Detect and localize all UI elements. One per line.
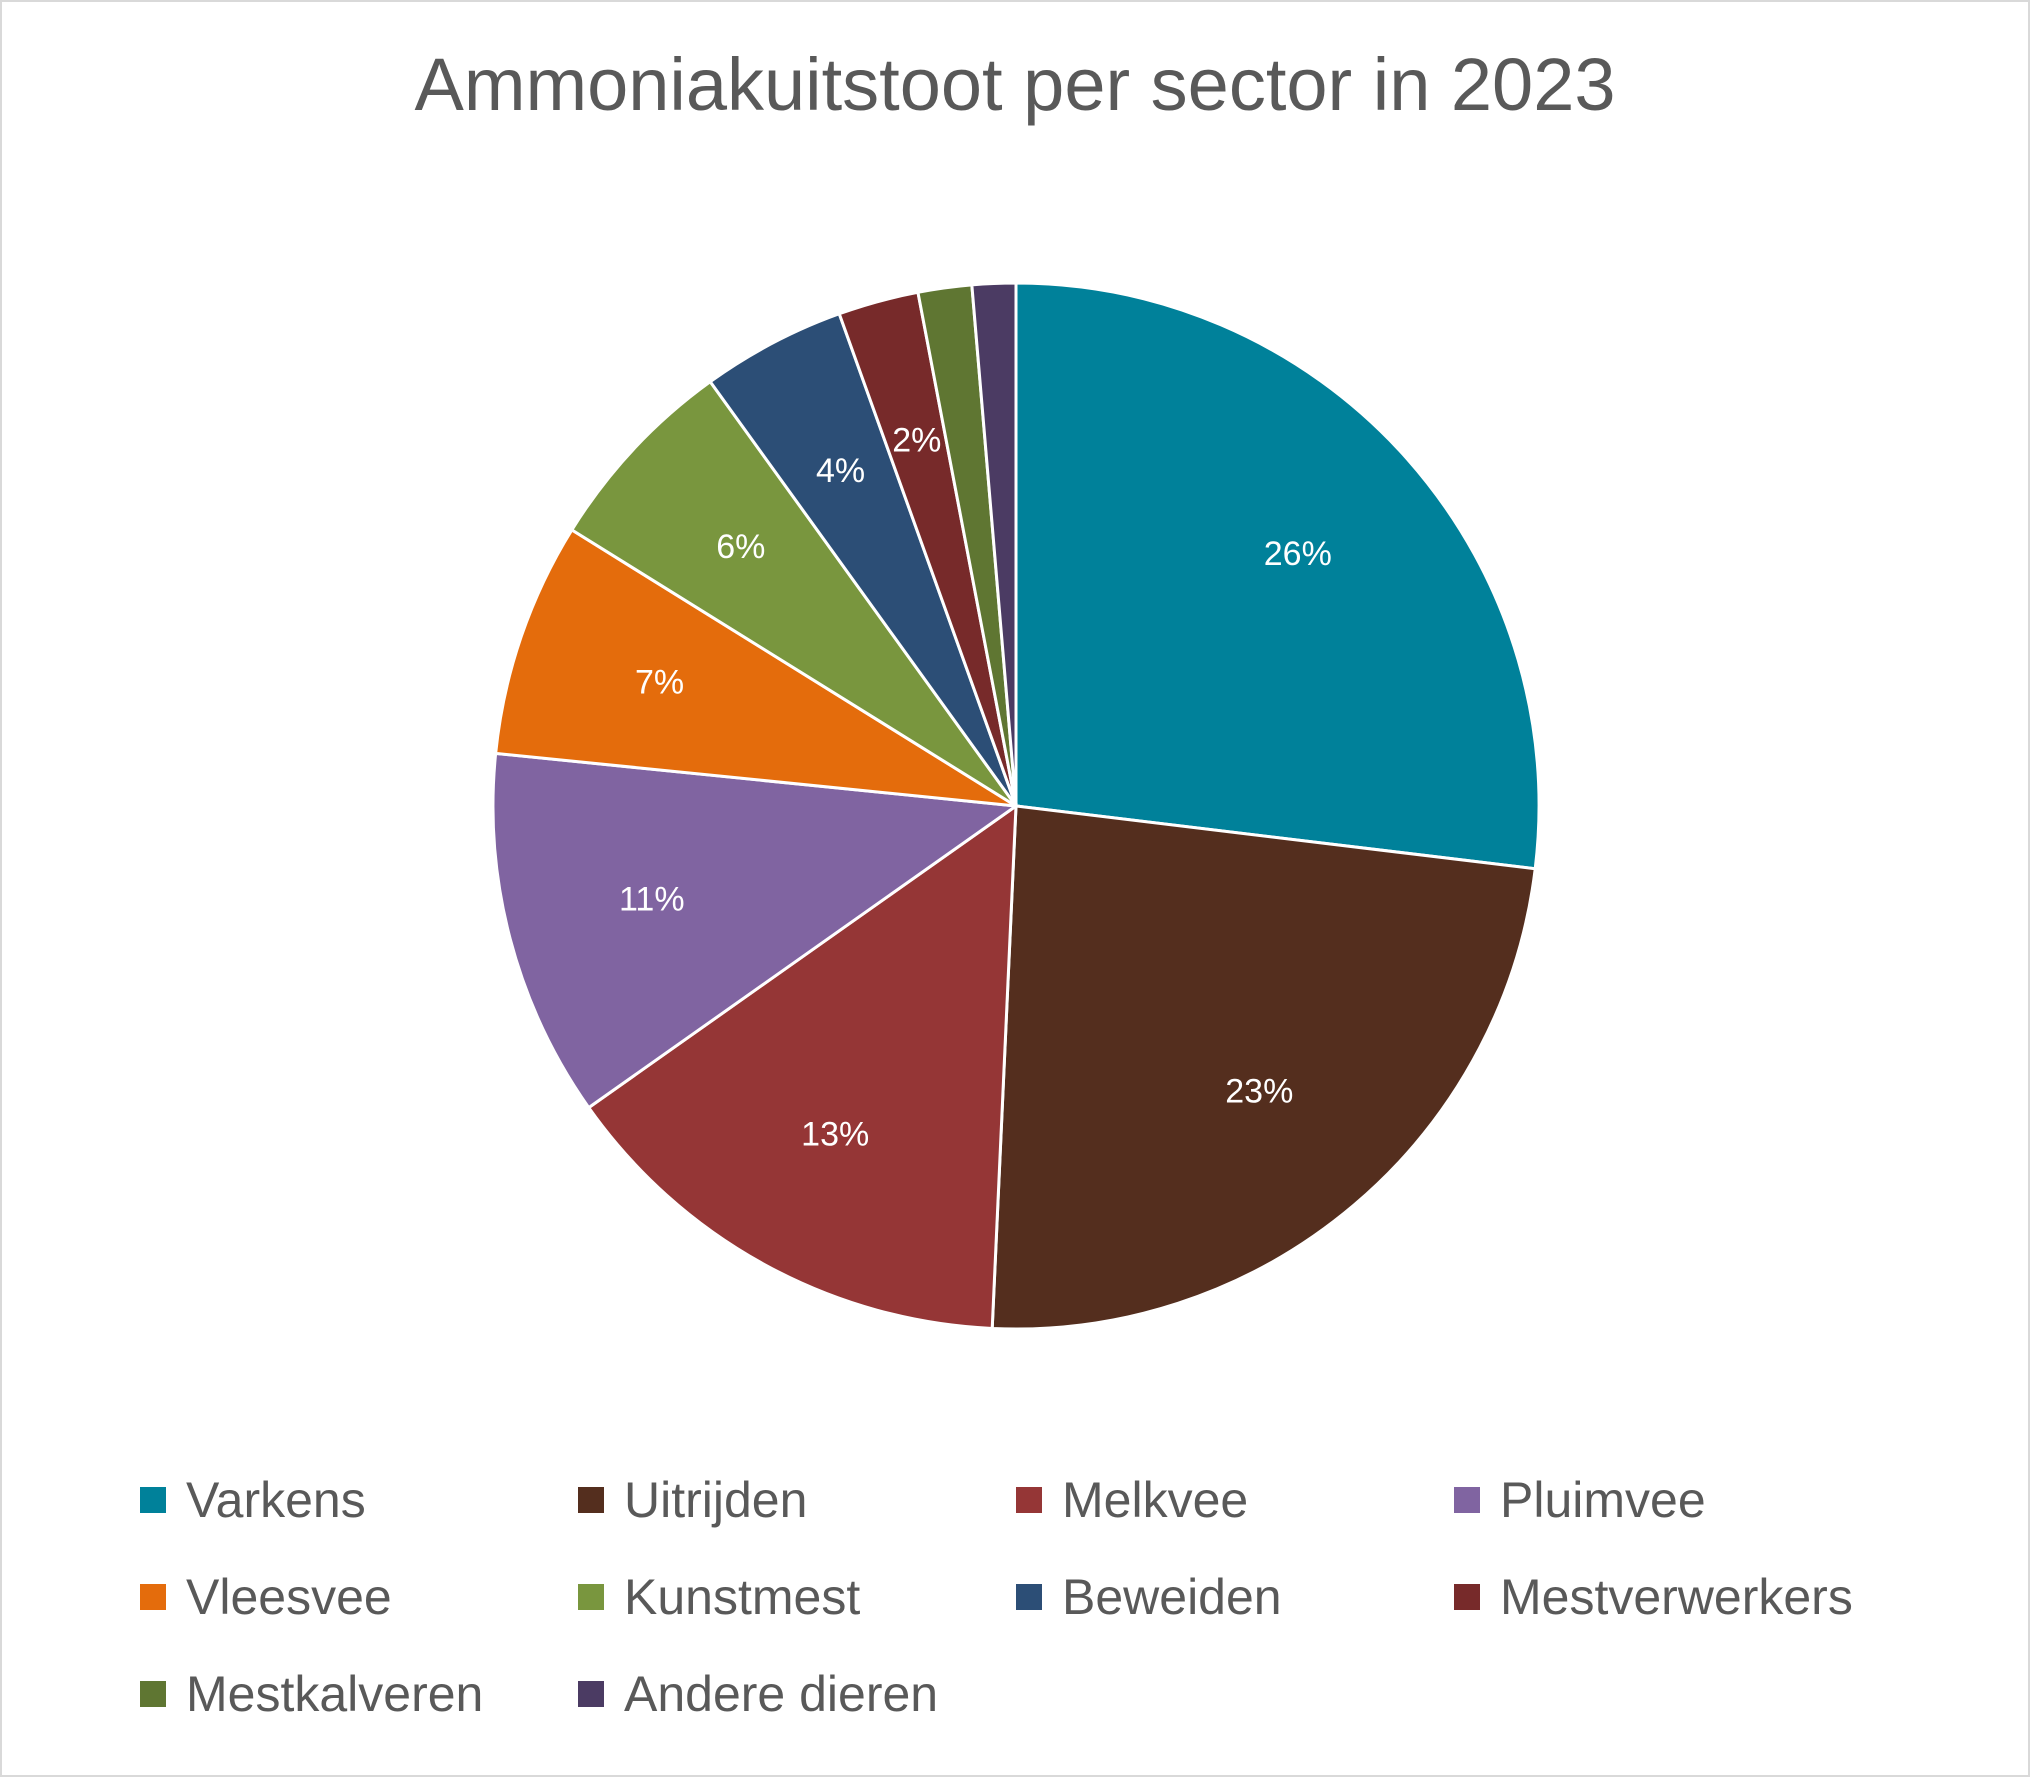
legend-label: Vleesvee [186, 1569, 392, 1625]
pie-slice-pluimvee [491, 751, 1021, 1110]
legend-item-andere-dieren: Andere dieren [578, 1664, 938, 1724]
data-label-pluimvee: 11% [619, 881, 685, 919]
legend-label: Beweiden [1062, 1569, 1282, 1625]
legend-label: Uitrijden [624, 1472, 808, 1528]
legend-label: Melkvee [1062, 1472, 1249, 1528]
data-label-varkens: 26% [1264, 535, 1332, 573]
pie-slice-andere-dieren [970, 281, 1018, 807]
legend-item-pluimvee: Pluimvee [1454, 1470, 1706, 1530]
legend-item-vleesvee: Vleesvee [140, 1567, 392, 1627]
legend-item-uitrijden: Uitrijden [578, 1470, 807, 1530]
legend-label: Mestkalveren [186, 1666, 484, 1722]
legend-swatch [578, 1681, 604, 1707]
legend-label: Mestverwerkers [1500, 1569, 1853, 1625]
data-label-vleesvee: 7% [635, 664, 684, 702]
chart-title: Ammoniakuitstoot per sector in 2023 [414, 43, 1616, 126]
legend-swatch [578, 1487, 604, 1513]
data-label-melkvee: 13% [801, 1115, 869, 1153]
pie-slice-uitrijden [990, 804, 1537, 1331]
legend-item-kunstmest: Kunstmest [578, 1567, 860, 1627]
pie-slice-kunstmest [569, 379, 1018, 808]
legend-swatch [1454, 1584, 1480, 1610]
legend-swatch [140, 1681, 166, 1707]
legend-label: Kunstmest [624, 1569, 861, 1625]
data-label-uitrijden: 23% [1225, 1072, 1293, 1110]
legend-item-mestkalveren: Mestkalveren [140, 1664, 483, 1724]
legend-swatch [1016, 1487, 1042, 1513]
legend-item-varkens: Varkens [140, 1470, 366, 1530]
data-label-mestverwerkers: 2% [892, 422, 941, 460]
data-label-beweiden: 4% [816, 452, 865, 490]
legend-label: Pluimvee [1500, 1472, 1706, 1528]
legend-swatch [140, 1584, 166, 1610]
pie-slice-vleesvee [494, 527, 1017, 808]
data-label-kunstmest: 6% [716, 528, 765, 566]
legend-swatch [1454, 1487, 1480, 1513]
legend-swatch [140, 1487, 166, 1513]
legend-item-melkvee: Melkvee [1016, 1470, 1248, 1530]
legend-label: Andere dieren [624, 1666, 939, 1722]
pie-slice-varkens [1014, 281, 1541, 871]
legend-item-mestverwerkers: Mestverwerkers [1454, 1567, 1853, 1627]
pie-slice-melkvee [586, 803, 1018, 1331]
legend-item-beweiden: Beweiden [1016, 1567, 1282, 1627]
legend-swatch [1016, 1584, 1042, 1610]
legend-label: Varkens [186, 1472, 366, 1528]
legend-swatch [578, 1584, 604, 1610]
